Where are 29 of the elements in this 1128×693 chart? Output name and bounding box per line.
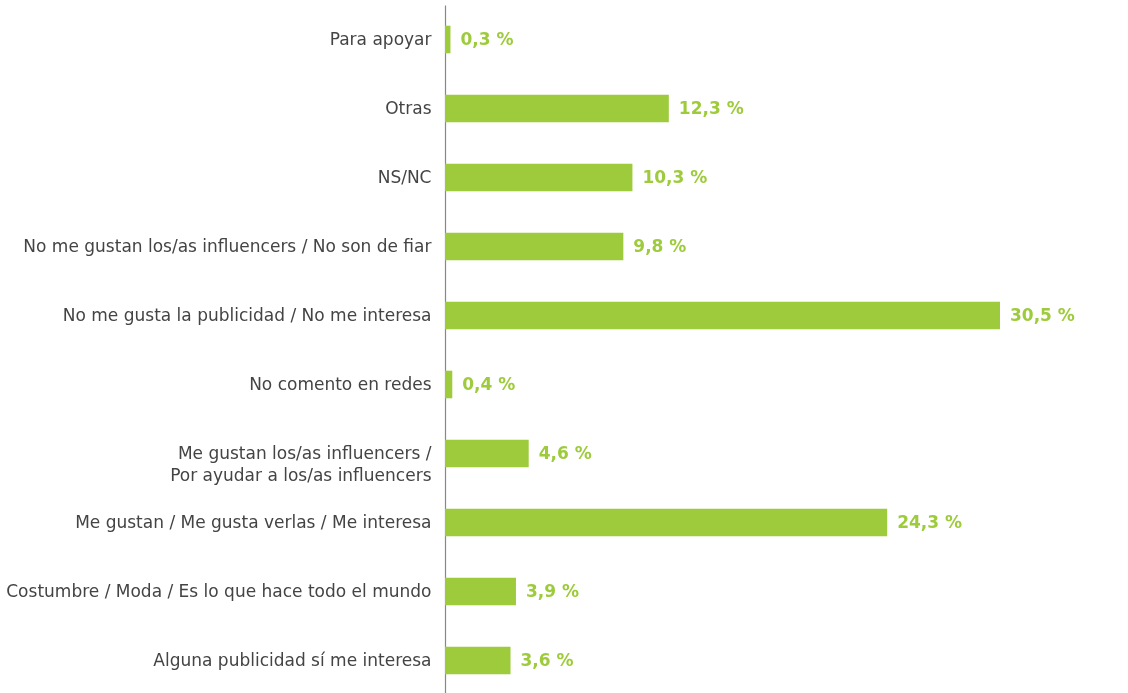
y-tick-label: No me gustan los/as influencers / No son de fiar xyxy=(23,235,432,256)
bar xyxy=(445,94,669,123)
data-label: 3,9 % xyxy=(525,580,580,601)
data-label: 24,3 % xyxy=(897,511,963,532)
y-tick-label: No comento en redes xyxy=(249,373,432,394)
bar xyxy=(445,577,516,606)
data-label: 0,4 % xyxy=(462,373,516,394)
data-label: 0,3 % xyxy=(460,28,514,49)
y-tick-label: Para apoyar xyxy=(329,28,432,49)
y-tick-label: Costumbre / Moda / Es lo que hace todo el mundo xyxy=(6,580,432,601)
data-label: 10,3 % xyxy=(642,166,708,187)
bar xyxy=(445,232,624,261)
y-tick-label: Otras xyxy=(385,97,432,118)
data-label: 9,8 % xyxy=(633,235,687,256)
bar xyxy=(445,439,529,468)
y-tick-label: No me gusta la publicidad / No me interesa xyxy=(62,304,432,325)
bar xyxy=(445,370,453,399)
data-label: 12,3 % xyxy=(678,97,744,118)
y-tick-label: Me gustan / Me gusta verlas / Me interesa xyxy=(75,511,432,532)
y-tick-label: Me gustan los/as influencers / Por ayudar a los/as influencers xyxy=(170,442,432,485)
data-label: 30,5 % xyxy=(1010,304,1075,325)
bar xyxy=(445,508,888,537)
data-label: 3,6 % xyxy=(520,649,574,670)
y-tick-label: NS/NC xyxy=(377,166,432,187)
bar xyxy=(445,301,1000,330)
y-tick-label: Alguna publicidad sí me interesa xyxy=(153,649,432,670)
bar xyxy=(445,163,633,192)
bar xyxy=(445,646,511,675)
data-label: 4,6 % xyxy=(538,442,592,463)
